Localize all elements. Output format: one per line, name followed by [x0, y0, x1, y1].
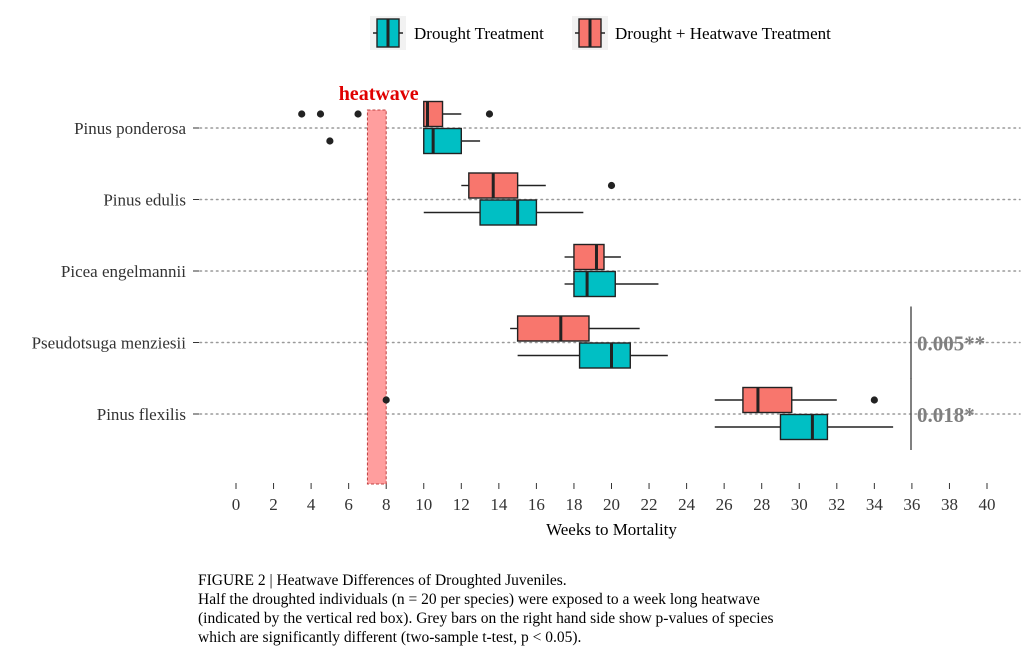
x-tick-label: 32 [828, 495, 845, 514]
x-axis-title: Weeks to Mortality [546, 520, 677, 539]
x-tick-label: 34 [866, 495, 884, 514]
heatwave-pinus-ponderosa-outlier [354, 110, 362, 118]
figure-caption: FIGURE 2 | Heatwave Differences of Droug… [198, 571, 998, 647]
x-tick-label: 18 [565, 495, 582, 514]
caption-line-4: which are significantly different (two-s… [198, 629, 582, 646]
x-tick-label: 24 [678, 495, 696, 514]
y-tick-label: Pinus edulis [103, 191, 186, 210]
y-tick-label: Pinus ponderosa [74, 119, 186, 138]
heatwave-label: heatwave [339, 83, 419, 105]
x-tick-label: 28 [753, 495, 770, 514]
boxplot-chart: Pinus ponderosa Pinus edulis Picea engelma… [32, 16, 1021, 539]
heatwave-pinus-flexilis-box [742, 386, 793, 414]
x-tick-label: 0 [232, 495, 241, 514]
drought-pinus-ponderosa-outlier [326, 137, 334, 145]
p-value-label: 0.005** [917, 332, 985, 356]
x-tick-label: 12 [453, 495, 470, 514]
drought-pseudotsuga-menziesii-box [578, 342, 631, 369]
y-tick-label: Pinus flexilis [97, 405, 186, 424]
heatwave-pinus-flexilis-outlier [870, 396, 878, 404]
x-tick-label: 26 [716, 495, 733, 514]
legend-label: Drought Treatment [414, 24, 544, 43]
legend-label: Drought + Heatwave Treatment [615, 24, 831, 43]
heatwave-pinus-ponderosa-outlier [298, 110, 306, 118]
heatwave-pinus-ponderosa-outlier [316, 110, 325, 118]
heatwave-picea-engelmannii-box [573, 243, 605, 271]
drought-pinus-edulis-box [479, 199, 538, 226]
p-value-label: 0.018* [917, 403, 975, 427]
heatwave-pseudotsuga-menziesii-box [516, 315, 590, 342]
heatwave-pinus-flexilis-outlier [382, 396, 390, 404]
drought-pinus-ponderosa-box [423, 127, 462, 155]
x-tick-label: 6 [344, 495, 353, 514]
x-tick-label: 10 [415, 495, 432, 514]
x-tick-label: 30 [791, 495, 808, 514]
caption-line-2: Half the droughted individuals (n = 20 p… [198, 591, 760, 608]
heatwave-band [366, 109, 387, 485]
x-tick-label: 8 [382, 495, 391, 514]
y-tick-label: Pseudotsuga menziesii [32, 334, 187, 353]
x-tick-label: 2 [269, 495, 278, 514]
y-tick-label: Picea engelmannii [61, 262, 186, 281]
x-tick-label: 36 [903, 495, 920, 514]
caption-line-3: (indicated by the vertical red box). Gre… [198, 610, 774, 627]
x-tick-label: 40 [979, 495, 996, 514]
x-tick-label: 16 [528, 495, 545, 514]
x-tick-label: 20 [603, 495, 620, 514]
x-tick-label: 22 [641, 495, 658, 514]
drought-pinus-flexilis-box [779, 413, 829, 441]
caption-title: FIGURE 2 | Heatwave Differences of Droug… [198, 572, 567, 589]
x-tick-label: 14 [490, 495, 508, 514]
drought-picea-engelmannii-box [573, 270, 616, 298]
heatwave-pinus-edulis-outlier [607, 181, 616, 190]
x-tick-label: 4 [307, 495, 316, 514]
heatwave-pinus-ponderosa-outlier [485, 110, 494, 118]
x-tick-label: 38 [941, 495, 958, 514]
